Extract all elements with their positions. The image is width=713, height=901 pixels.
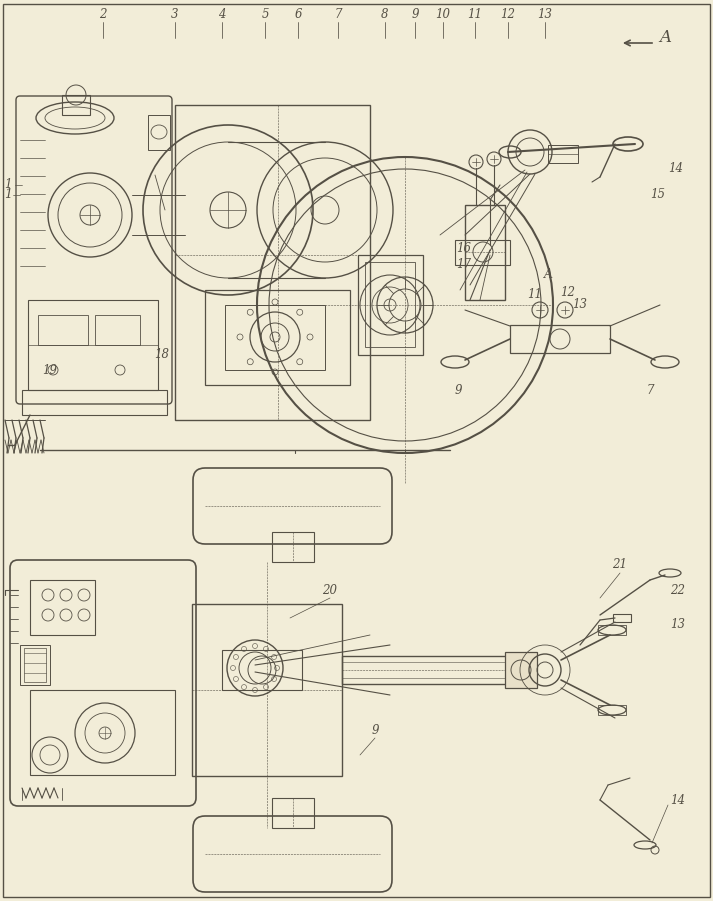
Bar xyxy=(30,580,95,635)
Bar xyxy=(510,325,610,353)
Text: 20: 20 xyxy=(322,584,337,596)
Text: 7: 7 xyxy=(334,8,342,22)
Text: 15: 15 xyxy=(650,188,665,202)
Text: 1: 1 xyxy=(4,178,11,192)
Bar xyxy=(62,95,90,115)
Text: 1: 1 xyxy=(4,188,12,202)
Text: 3: 3 xyxy=(171,8,179,22)
Bar xyxy=(465,205,505,300)
Bar xyxy=(24,648,46,682)
Text: 11: 11 xyxy=(528,288,543,302)
Bar xyxy=(22,390,167,415)
Bar xyxy=(342,656,527,684)
Bar xyxy=(272,532,314,562)
Text: 12: 12 xyxy=(501,8,515,22)
Text: 17: 17 xyxy=(456,259,471,271)
Bar xyxy=(613,614,631,622)
Text: 12: 12 xyxy=(560,286,575,298)
Text: 22: 22 xyxy=(670,584,685,596)
Text: 2: 2 xyxy=(99,8,107,22)
Bar xyxy=(30,690,175,775)
Text: 13: 13 xyxy=(538,8,553,22)
Text: 7: 7 xyxy=(646,384,654,396)
Text: 8: 8 xyxy=(381,8,389,22)
Bar xyxy=(358,255,423,355)
Bar xyxy=(455,240,510,265)
Bar xyxy=(598,625,626,635)
Bar xyxy=(192,604,342,776)
Text: 9: 9 xyxy=(454,384,462,396)
Bar xyxy=(548,145,578,163)
Text: 21: 21 xyxy=(612,559,627,571)
Text: 11: 11 xyxy=(468,8,483,22)
Text: 4: 4 xyxy=(218,8,226,22)
Bar xyxy=(95,315,140,345)
Text: 9: 9 xyxy=(411,8,419,22)
Bar xyxy=(222,650,302,690)
Bar xyxy=(28,300,158,390)
Text: A: A xyxy=(543,268,553,281)
Text: 6: 6 xyxy=(294,8,302,22)
Bar xyxy=(148,115,170,150)
Text: 18: 18 xyxy=(155,349,170,361)
Bar xyxy=(598,705,626,715)
Bar xyxy=(175,105,370,420)
Bar xyxy=(225,305,325,370)
Text: 5: 5 xyxy=(261,8,269,22)
Bar xyxy=(205,290,350,385)
Text: 13: 13 xyxy=(573,298,588,312)
Bar xyxy=(505,652,537,688)
Text: 13: 13 xyxy=(670,618,685,632)
Bar xyxy=(272,798,314,828)
Text: 14: 14 xyxy=(670,794,685,806)
Bar xyxy=(365,262,415,347)
Bar xyxy=(20,645,50,685)
Text: 19: 19 xyxy=(43,363,58,377)
Text: 9: 9 xyxy=(371,724,379,736)
Text: A: A xyxy=(659,30,671,47)
Text: 16: 16 xyxy=(456,241,471,254)
Text: 10: 10 xyxy=(436,8,451,22)
Text: 14: 14 xyxy=(668,161,683,175)
Bar xyxy=(38,315,88,345)
